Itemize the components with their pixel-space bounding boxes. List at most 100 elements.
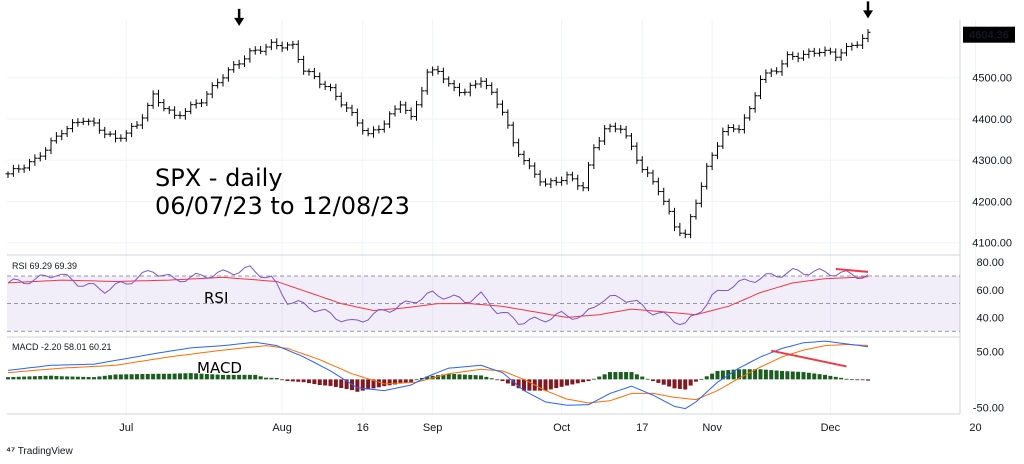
axis-labels: 4100.00 4200.00 4300.00 4400.00 4500.00 Jul Au… bbox=[119, 26, 1015, 434]
macd-histogram-bar bbox=[323, 379, 328, 386]
macd-histogram-bar bbox=[527, 379, 532, 391]
price-bar bbox=[612, 122, 618, 133]
price-bar bbox=[639, 156, 645, 173]
time-tick-label: Oct bbox=[553, 422, 570, 434]
rsi-tick-label: 40.00 bbox=[976, 312, 1004, 324]
price-bar bbox=[473, 80, 479, 89]
price-bar bbox=[634, 142, 640, 164]
macd-histogram-bar bbox=[710, 373, 715, 380]
macd-histogram-bar bbox=[602, 374, 607, 380]
price-panel bbox=[5, 1, 873, 239]
price-bar bbox=[193, 99, 199, 109]
macd-histogram-bar bbox=[269, 377, 274, 380]
macd-histogram-bar bbox=[393, 379, 397, 385]
price-bar bbox=[118, 134, 124, 142]
macd-histogram-bar bbox=[371, 379, 376, 389]
price-bar bbox=[285, 42, 290, 51]
price-bar bbox=[247, 48, 253, 63]
macd-histogram-bar bbox=[403, 379, 408, 383]
price-tick-label: 4100.00 bbox=[972, 238, 1012, 250]
price-bar bbox=[43, 147, 49, 160]
macd-histogram-bar bbox=[333, 379, 338, 387]
macd-histogram-bar bbox=[672, 379, 677, 389]
price-bar bbox=[371, 126, 376, 138]
price-bar bbox=[548, 177, 554, 189]
macd-histogram-bar bbox=[231, 374, 236, 380]
macd-histogram-bar bbox=[624, 372, 629, 380]
down-arrow-icon bbox=[234, 8, 245, 26]
macd-histogram-bar bbox=[178, 373, 182, 380]
macd-histogram-bar bbox=[285, 379, 290, 382]
price-bar bbox=[602, 125, 608, 146]
price-bar bbox=[672, 207, 677, 232]
price-bar bbox=[387, 111, 393, 129]
macd-histogram-bar bbox=[522, 379, 526, 391]
price-bar bbox=[177, 111, 183, 119]
price-bar bbox=[768, 68, 774, 77]
price-bar bbox=[806, 48, 812, 59]
macd-histogram-bar bbox=[667, 379, 672, 387]
macd-histogram-bar bbox=[274, 377, 279, 380]
price-bar bbox=[586, 162, 591, 192]
macd-histogram-bar bbox=[360, 379, 365, 391]
macd-histogram-bar bbox=[774, 370, 779, 380]
macd-histogram-bar bbox=[441, 374, 446, 380]
price-bar bbox=[231, 61, 237, 73]
macd-histogram-bar bbox=[823, 374, 827, 380]
macd-histogram-bar bbox=[102, 375, 107, 380]
annotation-title: SPX - daily bbox=[155, 164, 283, 192]
price-bar bbox=[242, 55, 247, 67]
price-bar bbox=[225, 67, 231, 82]
price-bar bbox=[215, 78, 221, 89]
macd-histogram-bar bbox=[597, 376, 602, 380]
macd-histogram-bar bbox=[27, 376, 32, 380]
macd-signal-line bbox=[7, 343, 869, 404]
macd-histogram-bar bbox=[866, 379, 870, 381]
price-bar bbox=[311, 67, 317, 80]
macd-histogram-bar bbox=[199, 373, 204, 380]
price-bar bbox=[580, 181, 586, 192]
price-bar bbox=[838, 48, 844, 61]
macd-histogram-bar bbox=[54, 375, 59, 380]
price-bar bbox=[129, 123, 135, 138]
macd-histogram-bar bbox=[226, 374, 231, 380]
price-bar bbox=[274, 38, 280, 50]
macd-histogram-bar bbox=[548, 379, 553, 390]
macd-histogram-bar bbox=[694, 379, 698, 382]
price-bar bbox=[844, 42, 849, 57]
macd-histogram-bar bbox=[618, 372, 623, 380]
price-bar bbox=[365, 127, 371, 137]
price-bar bbox=[414, 100, 419, 121]
last-price-label: 4604.36 bbox=[969, 30, 1009, 42]
macd-histogram-bar bbox=[688, 379, 693, 386]
price-bar bbox=[505, 109, 511, 129]
price-bar bbox=[731, 124, 737, 133]
macd-histogram-bar bbox=[221, 374, 225, 380]
price-bar bbox=[134, 120, 140, 129]
macd-histogram-bar bbox=[780, 370, 784, 380]
rsi-panel bbox=[7, 265, 960, 332]
price-bar bbox=[811, 47, 817, 57]
macd-histogram-bar bbox=[849, 379, 854, 381]
macd-histogram-bar bbox=[769, 370, 774, 380]
price-bar bbox=[457, 83, 462, 97]
macd-histogram-bar bbox=[108, 375, 113, 380]
price-bar bbox=[419, 86, 425, 108]
price-bar bbox=[107, 131, 113, 137]
macd-histogram-bar bbox=[500, 379, 505, 382]
price-bar bbox=[741, 114, 747, 134]
macd-histogram-bar bbox=[140, 374, 145, 380]
macd-histogram-bar bbox=[419, 377, 424, 380]
price-bar bbox=[553, 176, 559, 186]
price-bar bbox=[236, 59, 242, 69]
price-bar bbox=[629, 133, 634, 151]
macd-histogram-bar bbox=[796, 371, 801, 380]
macd-histogram-bar bbox=[839, 377, 844, 380]
price-bar bbox=[698, 182, 704, 208]
price-bar bbox=[102, 126, 108, 139]
macd-histogram-bar bbox=[312, 379, 317, 385]
price-bar bbox=[172, 106, 178, 119]
price-bar bbox=[446, 76, 452, 87]
macd-histogram-bar bbox=[49, 375, 53, 380]
macd-histogram-bar bbox=[855, 379, 860, 381]
